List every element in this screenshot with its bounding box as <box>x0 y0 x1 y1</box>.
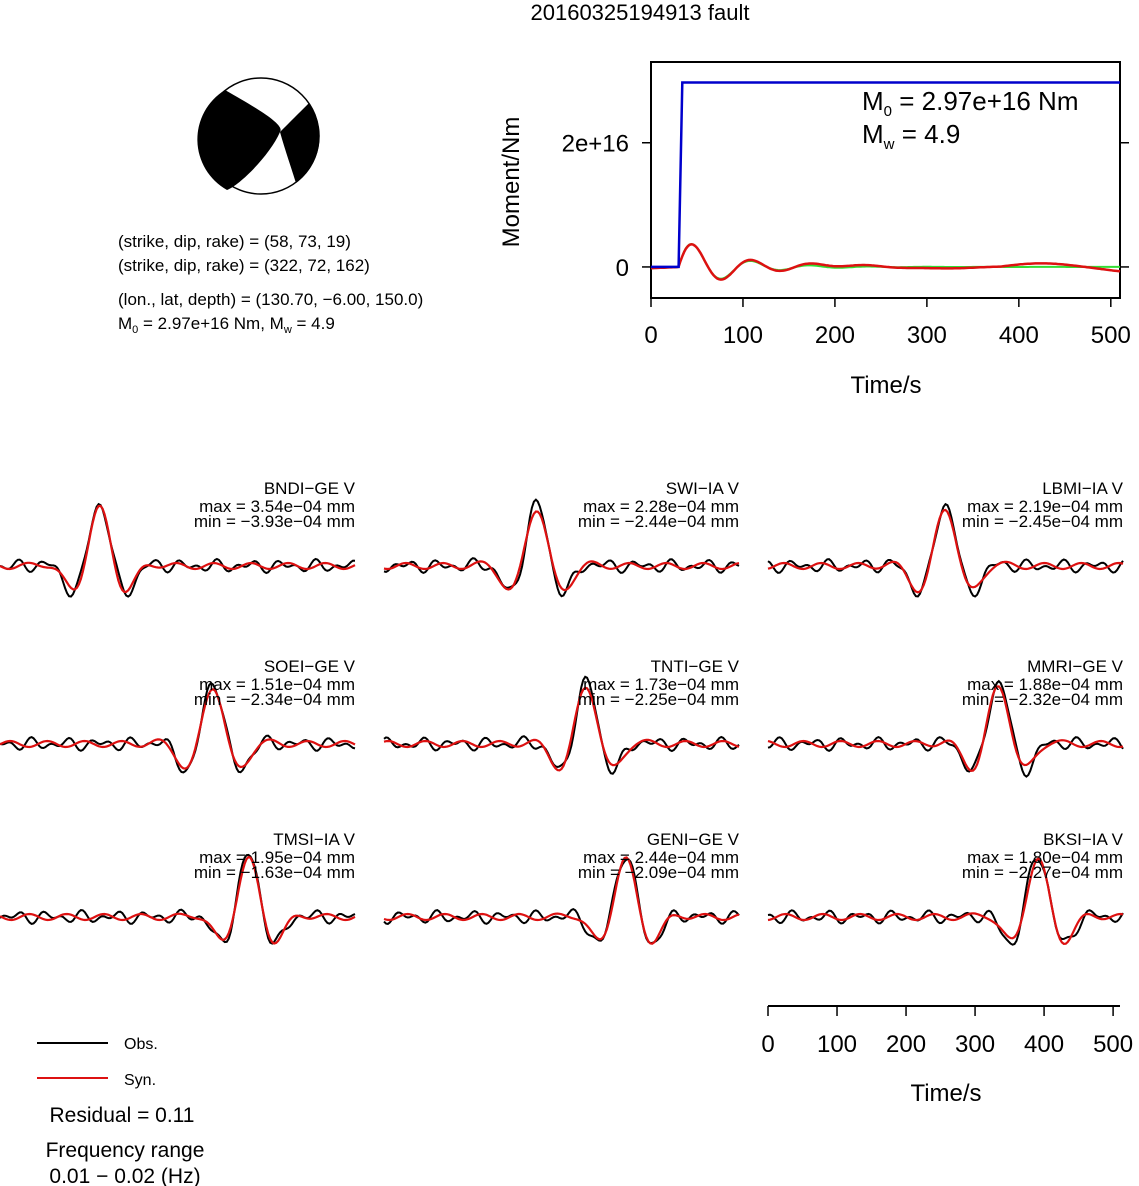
synthetic-waveform <box>767 508 1124 594</box>
synthetic-waveform <box>767 857 1124 946</box>
moment-y-tick-label: 2e+16 <box>562 131 629 158</box>
legend-syn-label: Syn. <box>124 1072 156 1089</box>
moment-x-tick-label: 0 <box>644 322 657 349</box>
station-label: BNDI−GE V <box>264 479 356 498</box>
waveform-x-tick-label: 200 <box>886 1031 926 1058</box>
synthetic-waveform <box>767 685 1124 773</box>
moment-y-axis-label: Moment/Nm <box>498 117 525 248</box>
station-max: max = 2.28e−04 mm <box>583 497 739 516</box>
moment-x-tick-label: 400 <box>999 322 1039 349</box>
moment-axis-ticks: 0 100 200 300 400 500 0 2e+16 <box>562 131 1131 349</box>
waveform-time-axis: Time/s 0 100 200 300 400 500 <box>761 1005 1133 1107</box>
station-max: max = 1.95e−04 mm <box>199 848 355 867</box>
station-max: max = 1.88e−04 mm <box>967 675 1123 694</box>
station-max: max = 2.44e−04 mm <box>583 848 739 867</box>
moment-magnitude-line: M0 = 2.97e+16 Nm, Mw = 4.9 <box>118 314 335 336</box>
synthetic-waveform <box>383 856 740 945</box>
waveform-x-tick-label: 300 <box>955 1031 995 1058</box>
station-min: min = −2.27e−04 mm <box>962 863 1123 882</box>
station-max: max = 3.54e−04 mm <box>199 497 355 516</box>
moment-mw-annotation: Mw = 4.9 <box>862 119 960 153</box>
beachball-icon <box>197 77 320 195</box>
station-min: min = −2.32e−04 mm <box>962 690 1123 709</box>
station-min: min = −2.25e−04 mm <box>578 690 739 709</box>
station-label: LBMI−IA V <box>1042 479 1123 498</box>
station-min: min = −3.93e−04 mm <box>194 512 355 531</box>
station-max: max = 1.73e−04 mm <box>583 675 739 694</box>
station-label: SWI−IA V <box>666 479 740 498</box>
synthetic-waveform <box>0 855 356 945</box>
synthetic-waveform <box>383 510 740 592</box>
legend: Obs. Syn. <box>37 1036 158 1089</box>
legend-obs-label: Obs. <box>124 1036 158 1053</box>
station-label: TMSI−IA V <box>273 830 355 849</box>
waveform-x-tick-label: 500 <box>1093 1031 1133 1058</box>
station-label: MMRI−GE V <box>1027 657 1124 676</box>
station-min: min = −1.63e−04 mm <box>194 863 355 882</box>
station-max: max = 1.80e−04 mm <box>967 848 1123 867</box>
frequency-range-value: 0.01 − 0.02 (Hz) <box>49 1165 200 1186</box>
synthetic-waveform <box>0 504 356 593</box>
nodal-plane-1: (strike, dip, rake) = (58, 73, 19) <box>118 232 351 251</box>
moment-x-tick-label: 200 <box>815 322 855 349</box>
waveform-x-tick-label: 100 <box>817 1031 857 1058</box>
moment-x-tick-label: 100 <box>723 322 763 349</box>
station-max: max = 1.51e−04 mm <box>199 675 355 694</box>
residual-text: Residual = 0.11 <box>50 1104 195 1127</box>
moment-x-tick-label: 500 <box>1091 322 1131 349</box>
moment-x-axis-label: Time/s <box>850 372 921 399</box>
frequency-range-title: Frequency range <box>46 1139 205 1162</box>
source-info: (strike, dip, rake) = (58, 73, 19) (stri… <box>118 232 423 336</box>
nodal-plane-2: (strike, dip, rake) = (322, 72, 162) <box>118 256 370 275</box>
moment-m0-annotation: M0 = 2.97e+16 Nm <box>862 86 1078 120</box>
station-min: min = −2.34e−04 mm <box>194 690 355 709</box>
moment-rate-fit-line <box>650 242 1120 280</box>
station-min: min = −2.09e−04 mm <box>578 863 739 882</box>
station-label: BKSI−IA V <box>1043 830 1124 849</box>
location-depth: (lon., lat, depth) = (130.70, −6.00, 150… <box>118 290 423 309</box>
moment-plot-frame <box>650 61 1121 299</box>
moment-rate-line <box>650 243 1121 281</box>
waveform-x-tick-label: 400 <box>1024 1031 1064 1058</box>
waveform-x-axis-label: Time/s <box>910 1080 981 1107</box>
station-min: min = −2.44e−04 mm <box>578 512 739 531</box>
station-label: TNTI−GE V <box>651 657 740 676</box>
moment-function-plot: Moment/Nm Time/s M0 = 2.97e+16 Nm Mw = 4… <box>498 61 1131 399</box>
moment-y-tick-label: 0 <box>616 255 629 282</box>
synthetic-waveform <box>0 687 356 770</box>
waveform-x-tick-label: 0 <box>761 1031 774 1058</box>
figure-title: 20160325194913 fault <box>531 0 750 25</box>
observed-waveform <box>767 502 1124 598</box>
station-label: SOEI−GE V <box>264 657 356 676</box>
cumulative-moment-line <box>651 81 1120 269</box>
station-label: GENI−GE V <box>647 830 740 849</box>
synthetic-waveform <box>383 686 740 772</box>
station-max: max = 2.19e−04 mm <box>967 497 1123 516</box>
moment-x-tick-label: 300 <box>907 322 947 349</box>
station-min: min = −2.45e−04 mm <box>962 512 1123 531</box>
